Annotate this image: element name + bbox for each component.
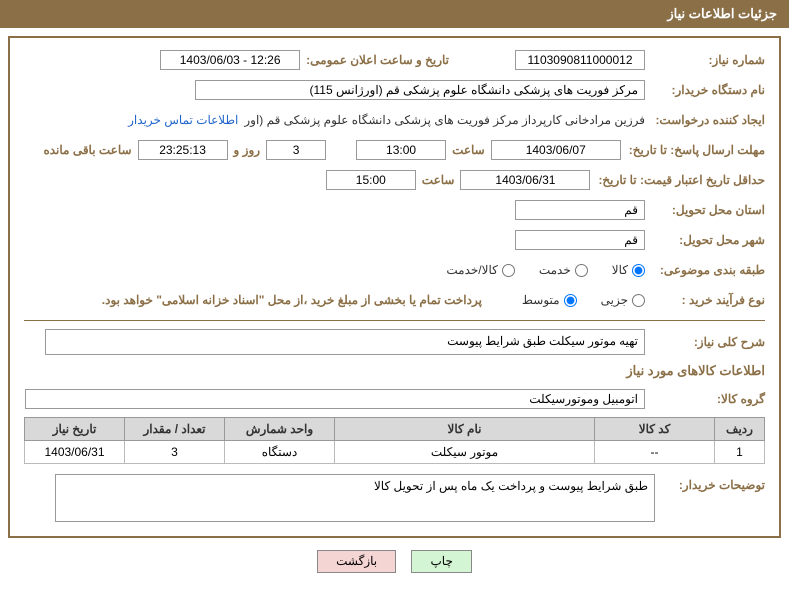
deadline-time-field (356, 140, 446, 160)
cell-code: -- (595, 441, 715, 464)
province-label: استان محل تحویل: (645, 203, 765, 217)
print-button[interactable]: چاپ (411, 550, 471, 573)
col-unit: واحد شمارش (225, 418, 335, 441)
radio-partial-input[interactable] (632, 294, 645, 307)
radio-service-input[interactable] (575, 264, 588, 277)
buyer-notes-label: توضیحات خریدار: (655, 474, 765, 522)
cell-row: 1 (715, 441, 765, 464)
announce-label: تاریخ و ساعت اعلان عمومی: (300, 53, 455, 67)
contact-link[interactable]: اطلاعات تماس خریدار (128, 113, 244, 127)
deadline-label: مهلت ارسال پاسخ: تا تاریخ: (621, 143, 765, 157)
countdown-field (138, 140, 228, 160)
category-label: طبقه بندی موضوعی: (645, 263, 765, 277)
radio-medium[interactable]: متوسط (522, 293, 577, 307)
radio-goods-label: کالا (612, 263, 628, 277)
back-button[interactable]: بازگشت (317, 550, 396, 573)
announce-field (160, 50, 300, 70)
col-code: کد کالا (595, 418, 715, 441)
cell-name: موتور سیکلت (335, 441, 595, 464)
goods-table: ردیف کد کالا نام کالا واحد شمارش تعداد /… (24, 417, 765, 464)
deadline-date-field (491, 140, 621, 160)
page-title: جزئیات اطلاعات نیاز (0, 0, 789, 28)
radio-partial-label: جزیی (601, 293, 628, 307)
radio-medium-label: متوسط (522, 293, 560, 307)
general-desc-label: شرح کلی نیاز: (645, 335, 765, 349)
cell-date: 1403/06/31 (25, 441, 125, 464)
radio-goods-input[interactable] (632, 264, 645, 277)
cell-unit: دستگاه (225, 441, 335, 464)
city-label: شهر محل تحویل: (645, 233, 765, 247)
need-number-label: شماره نیاز: (645, 53, 765, 67)
validity-label: حداقل تاریخ اعتبار قیمت: تا تاریخ: (590, 173, 765, 187)
radio-goods-service[interactable]: کالا/خدمت (446, 263, 514, 277)
purchase-type-label: نوع فرآیند خرید : (645, 293, 765, 307)
goods-group-label: گروه کالا: (645, 392, 765, 406)
goods-group-field (25, 389, 645, 409)
validity-time-word: ساعت (416, 173, 461, 187)
requester-value: فرزین مرادخانی کارپرداز مرکز فوریت های پ… (244, 113, 645, 127)
col-qty: تعداد / مقدار (125, 418, 225, 441)
deadline-time-word: ساعت (446, 143, 491, 157)
col-name: نام کالا (335, 418, 595, 441)
buyer-notes-box: طبق شرایط پیوست و پرداخت یک ماه پس از تح… (55, 474, 655, 522)
days-remaining-field (266, 140, 326, 160)
city-field (515, 230, 645, 250)
table-row: 1 -- موتور سیکلت دستگاه 3 1403/06/31 (25, 441, 765, 464)
validity-date-field (460, 170, 590, 190)
payment-note: پرداخت تمام یا بخشی از مبلغ خرید ،از محل… (102, 293, 482, 307)
province-field (515, 200, 645, 220)
radio-partial[interactable]: جزیی (601, 293, 645, 307)
radio-goods[interactable]: کالا (612, 263, 645, 277)
radio-service[interactable]: خدمت (539, 263, 588, 277)
buyer-org-field (195, 80, 645, 100)
need-number-field (515, 50, 645, 70)
radio-goods-service-label: کالا/خدمت (446, 263, 497, 277)
validity-time-field (326, 170, 416, 190)
divider-1 (24, 320, 765, 321)
days-word: روز و (228, 143, 267, 157)
remaining-word: ساعت باقی مانده (37, 143, 137, 157)
cell-qty: 3 (125, 441, 225, 464)
buyer-org-label: نام دستگاه خریدار: (645, 83, 765, 97)
radio-service-label: خدمت (539, 263, 571, 277)
goods-info-label: اطلاعات کالاهای مورد نیاز (24, 363, 765, 379)
radio-medium-input[interactable] (564, 294, 577, 307)
col-row: ردیف (715, 418, 765, 441)
radio-goods-service-input[interactable] (502, 264, 515, 277)
general-desc-field: تهیه موتور سیکلت طبق شرایط پیوست (45, 329, 645, 355)
requester-label: ایجاد کننده درخواست: (645, 113, 765, 127)
col-date: تاریخ نیاز (25, 418, 125, 441)
form-frame: شماره نیاز: تاریخ و ساعت اعلان عمومی: نا… (8, 36, 781, 538)
